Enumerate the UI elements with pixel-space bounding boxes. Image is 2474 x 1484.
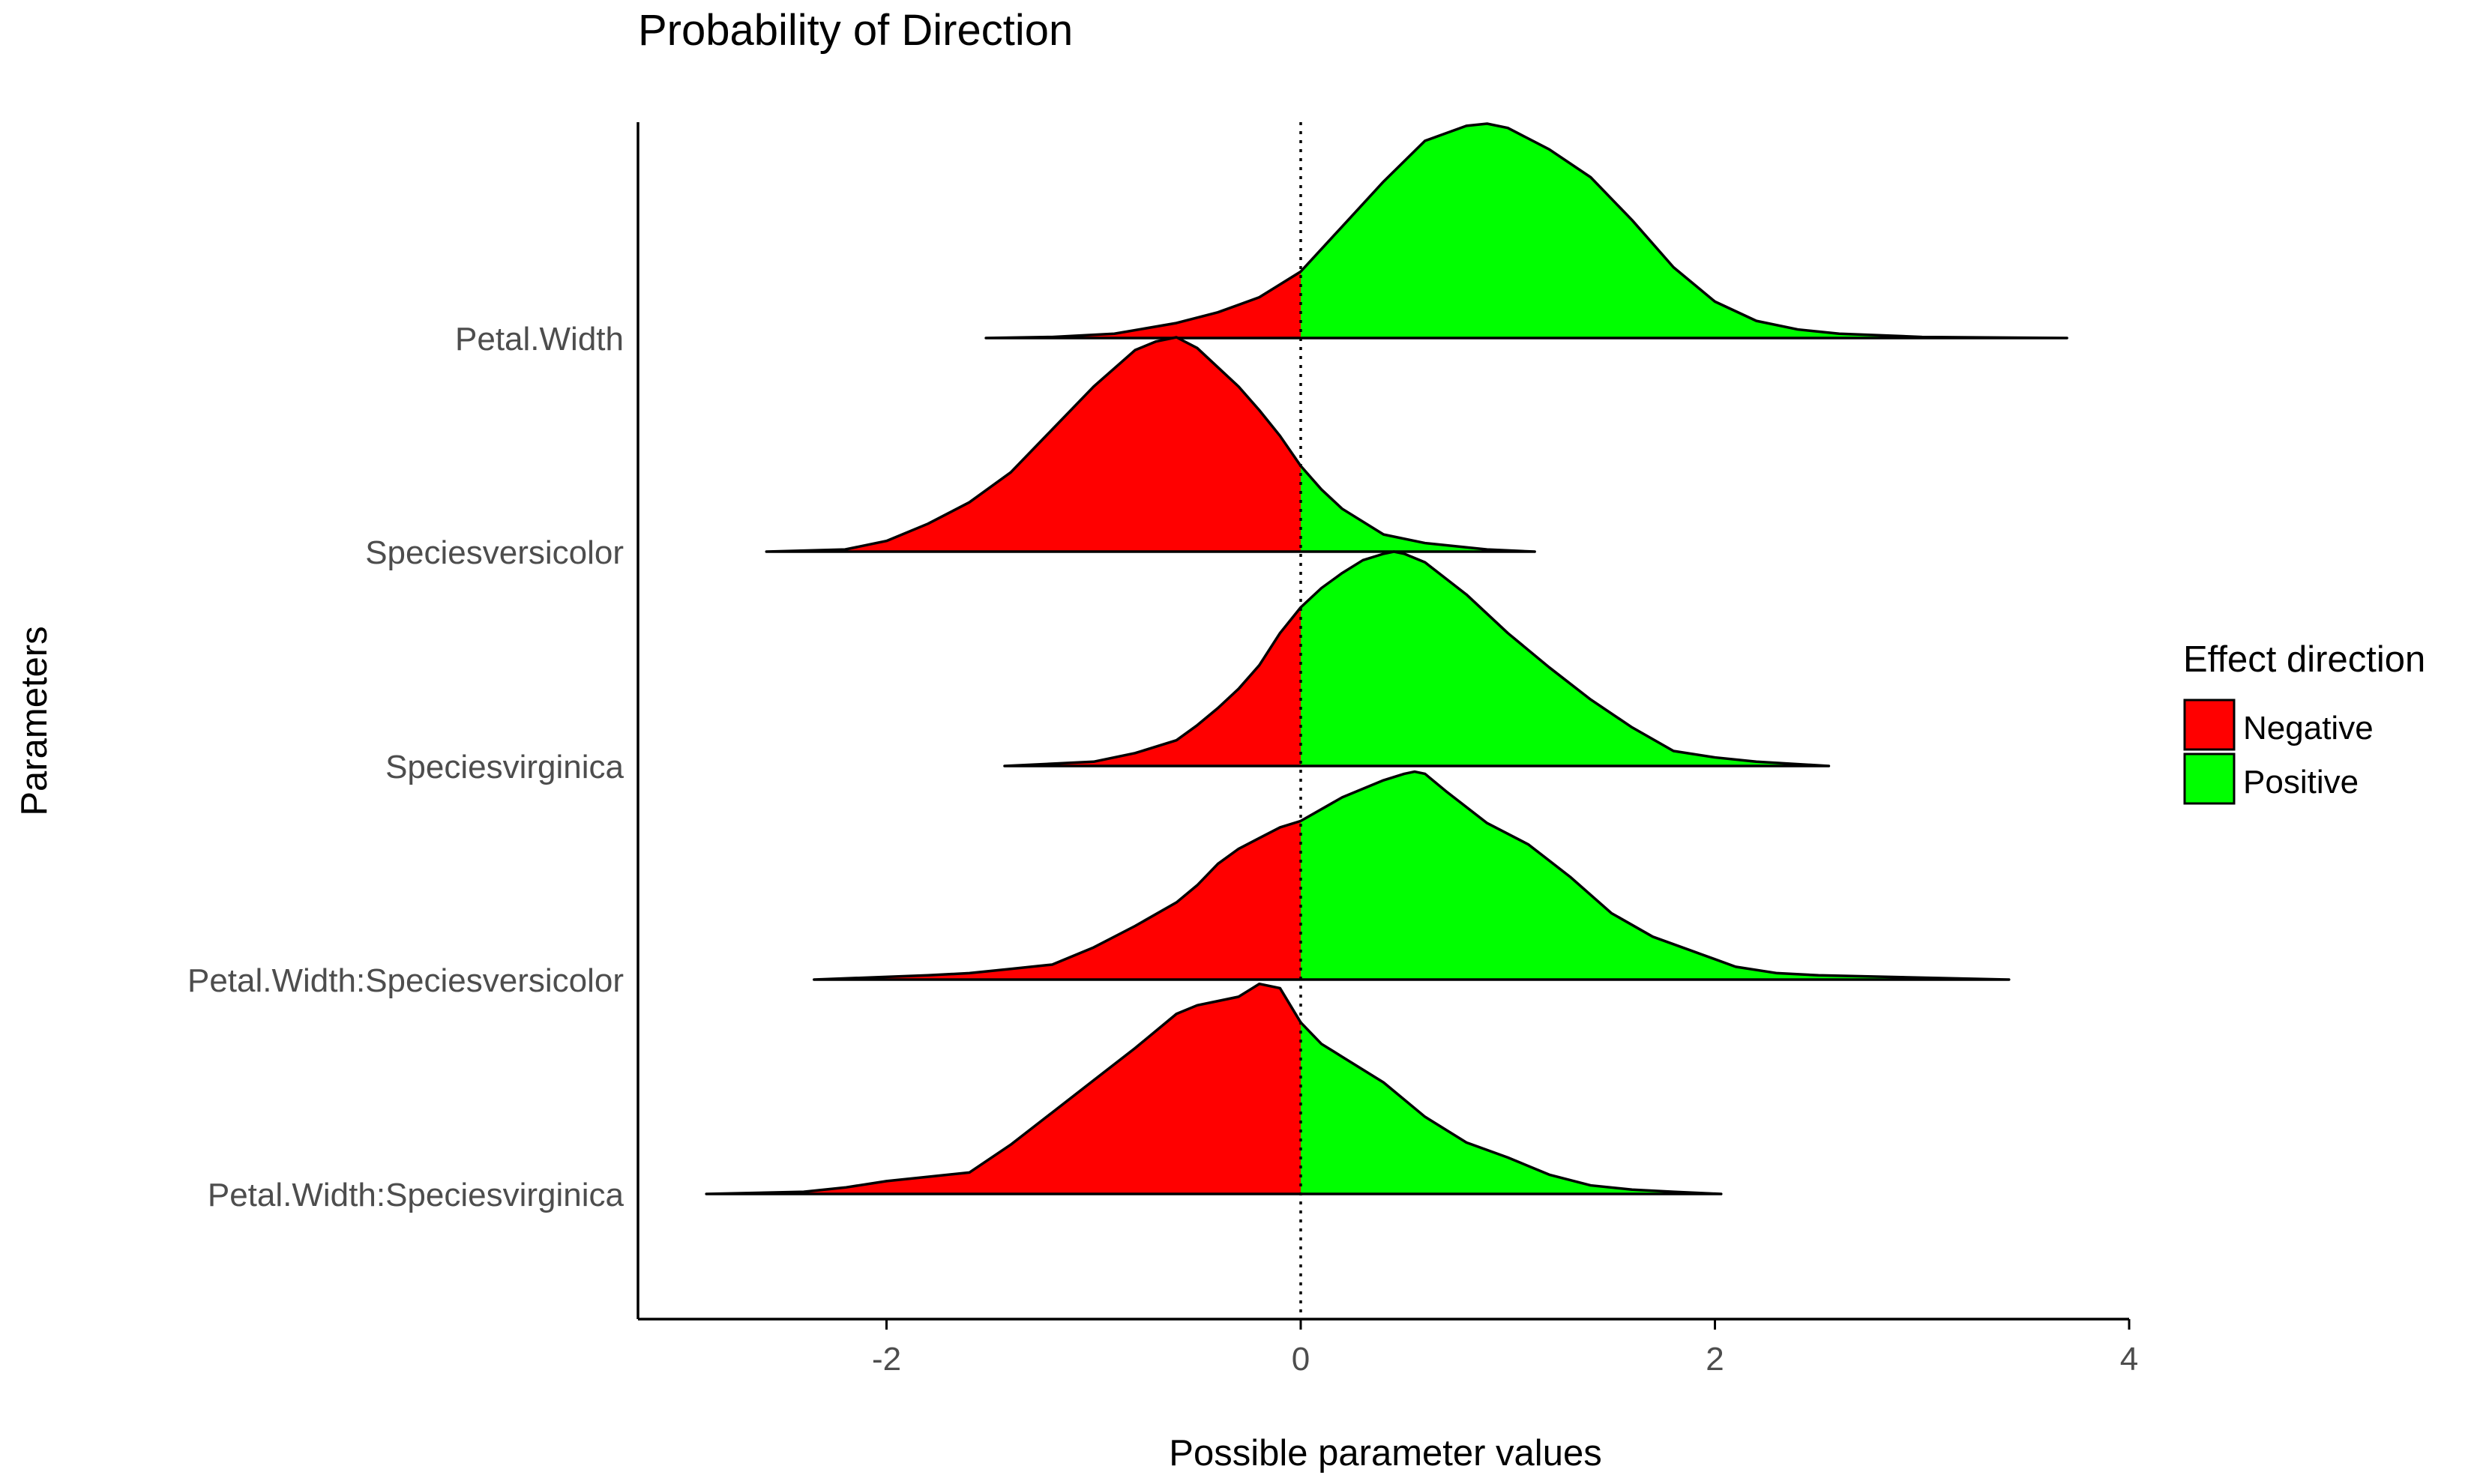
- y-axis-label: Parameters: [14, 626, 55, 815]
- x-tick-label: 4: [2120, 1341, 2138, 1378]
- density-ridges: [705, 122, 2068, 1195]
- y-tick-labels: Petal.Width Speciesversicolor Speciesvirgi…: [187, 321, 624, 1213]
- y-tick-label: Speciesvirginica: [385, 749, 624, 785]
- legend-positive-label: Positive: [2243, 764, 2359, 800]
- ridge-negative-speciesversicolor: [766, 337, 1301, 552]
- legend-title: Effect direction: [2183, 639, 2425, 680]
- y-tick-label: Petal.Width:Speciesversicolor: [187, 962, 624, 999]
- x-axis-label: Possible parameter values: [1169, 1433, 1601, 1474]
- y-tick-label: Speciesversicolor: [365, 534, 624, 571]
- ridge-positive-petal-width-speciesvirginica: [1301, 1022, 1721, 1194]
- ridge-outline-petal-width: [984, 122, 2068, 340]
- ridge-positive-petal-width-speciesversicolor: [1301, 771, 2009, 980]
- ridge-negative-petal-width: [986, 271, 1301, 338]
- ridge-outline-petal-width-speciesvirginica: [705, 982, 1723, 1195]
- ridge-negative-petal-width-speciesversicolor: [813, 821, 1301, 980]
- ridge-positive-speciesvirginica: [1301, 552, 1829, 766]
- ridge-outline-speciesvirginica: [1003, 550, 1831, 767]
- legend-negative-label: Negative: [2243, 710, 2374, 746]
- x-tick-labels: -2 0 2 4: [872, 1319, 2138, 1378]
- y-tick-label: Petal.Width:Speciesvirginica: [208, 1177, 624, 1213]
- x-tick-label: 0: [1292, 1341, 1310, 1378]
- legend-positive-swatch: [2183, 752, 2236, 805]
- chart-title: Probability of Direction: [638, 6, 1073, 55]
- x-tick-label: -2: [872, 1341, 901, 1378]
- ridge-outline-petal-width-speciesversicolor: [813, 770, 2011, 981]
- ridge-negative-speciesvirginica: [1004, 607, 1301, 766]
- legend-negative-swatch: [2183, 699, 2236, 751]
- ridge-outline-speciesversicolor: [765, 336, 1536, 553]
- ridge-negative-petal-width-speciesvirginica: [706, 983, 1301, 1194]
- y-tick-label: Petal.Width: [455, 321, 624, 358]
- ridge-positive-petal-width: [1301, 124, 2068, 338]
- legend: Effect direction Negative Positive: [2183, 639, 2425, 805]
- ridge-positive-speciesversicolor: [1301, 465, 1535, 552]
- x-tick-label: 2: [1706, 1341, 1724, 1378]
